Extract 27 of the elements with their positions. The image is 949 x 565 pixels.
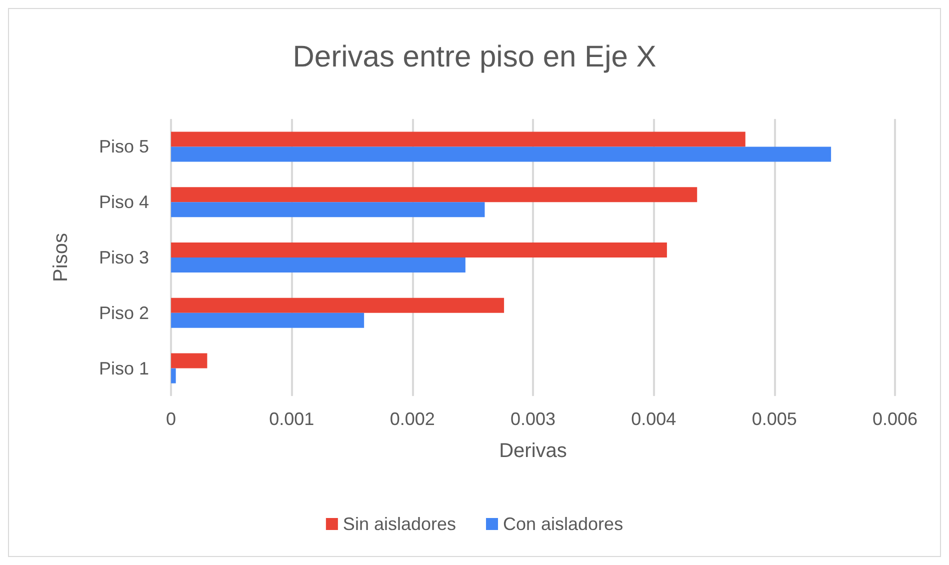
- x-tick-label: 0.006: [872, 409, 918, 429]
- y-tick-label: Piso 2: [98, 302, 149, 323]
- bar: [171, 202, 485, 218]
- legend-label: Sin aisladores: [342, 514, 456, 534]
- legend-label: Con aisladores: [503, 514, 624, 534]
- bar: [171, 368, 176, 384]
- x-tick-label: 0.003: [510, 409, 556, 429]
- bar: [171, 353, 208, 368]
- x-tick-label: 0.005: [752, 409, 797, 429]
- x-tick-label: 0.001: [269, 409, 314, 429]
- bar: [171, 312, 364, 328]
- y-tick-label: Piso 4: [98, 192, 149, 212]
- y-tick-label: Piso 1: [98, 358, 149, 378]
- x-axis-title: Derivas: [499, 440, 567, 462]
- y-tick-label: Piso 5: [98, 136, 149, 157]
- x-tick-label: 0: [166, 409, 176, 429]
- y-axis-title: Pisos: [50, 233, 72, 282]
- chart-title: Derivas entre piso en Eje X: [292, 40, 656, 74]
- x-tick-label: 0.002: [390, 409, 435, 429]
- bar: [171, 242, 667, 258]
- bar: [171, 298, 504, 313]
- bar: [171, 132, 746, 147]
- x-tick-label: 0.004: [631, 409, 676, 429]
- bar: [171, 187, 698, 202]
- bar: [171, 258, 466, 272]
- y-tick-label: Piso 3: [98, 248, 149, 268]
- bar: [171, 146, 832, 162]
